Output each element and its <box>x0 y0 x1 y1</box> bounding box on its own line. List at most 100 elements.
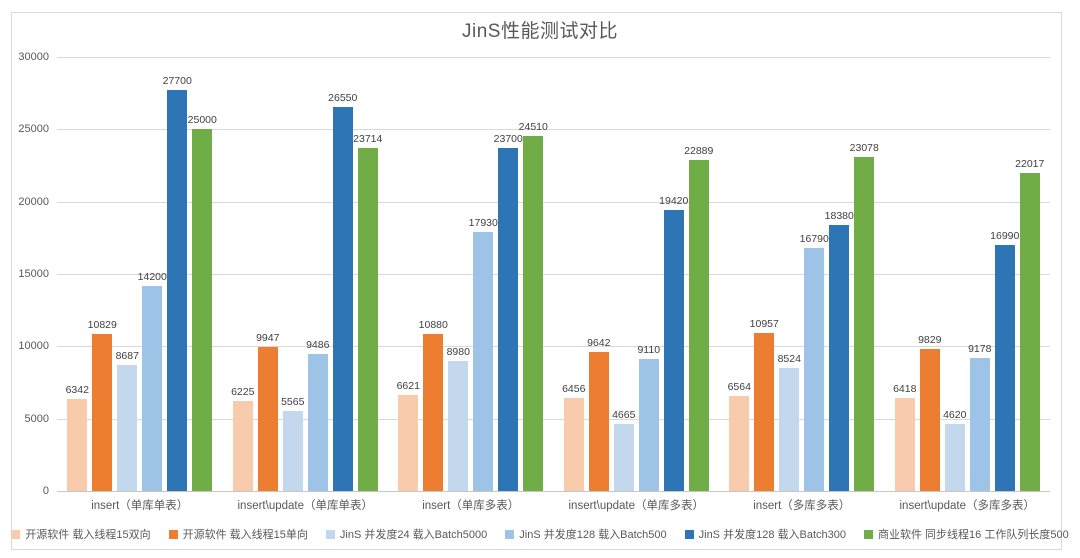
bar: 4665 <box>612 409 635 491</box>
bar: 4620 <box>943 409 966 491</box>
bar: 23714 <box>353 133 382 491</box>
legend-swatch-icon <box>863 529 873 539</box>
y-axis-tick-label: 20000 <box>18 195 49 208</box>
bar-value-label: 9178 <box>968 343 992 356</box>
bar-value-label: 5565 <box>281 395 305 408</box>
bar: 17930 <box>469 217 498 491</box>
bar: 9829 <box>918 334 941 491</box>
y-axis-tick-label: 25000 <box>18 123 49 136</box>
bar: 22017 <box>1015 158 1044 491</box>
bar: 14200 <box>138 271 167 491</box>
bar: 10880 <box>419 319 448 491</box>
bar: 6564 <box>728 381 751 491</box>
x-axis-tick-label: insert\update（单库单表） <box>237 500 374 512</box>
y-axis-tick-label: 10000 <box>18 340 49 353</box>
bar-value-label: 6456 <box>562 382 586 395</box>
plot-area <box>57 57 1050 492</box>
legend-item: 开源软件 载入线程15双向 <box>11 526 151 542</box>
bar-value-label: 4665 <box>612 408 636 421</box>
bar-value-label: 23078 <box>849 142 879 155</box>
bar-value-label: 16990 <box>990 230 1020 243</box>
gridline <box>57 491 1050 492</box>
bar-value-label: 9110 <box>637 344 661 357</box>
legend-label: 开源软件 载入线程15单向 <box>182 529 308 541</box>
bar: 9947 <box>256 332 279 491</box>
bar-value-label: 14200 <box>137 270 167 283</box>
bar-value-label: 24510 <box>518 121 548 134</box>
bar-group: 6225 9947 5565 9486 26550 23714 <box>223 57 389 491</box>
bar-value-label: 8687 <box>115 350 139 363</box>
bar: 5565 <box>281 396 304 491</box>
bar: 6225 <box>231 386 254 491</box>
bar-value-label: 10957 <box>749 317 779 330</box>
gridline <box>57 201 1050 203</box>
x-axis-tick-label: insert（多库多表） <box>753 500 851 512</box>
legend-label: JinS 并发度24 载入Batch5000 <box>339 529 488 541</box>
legend-swatch-icon <box>505 529 515 539</box>
bar: 22889 <box>684 145 713 491</box>
bar-value-label: 19420 <box>659 195 689 208</box>
legend-item: JinS 并发度24 载入Batch5000 <box>325 526 488 542</box>
bar-value-label: 17930 <box>468 216 498 229</box>
bar-value-label: 6621 <box>396 380 420 393</box>
legend: 开源软件 载入线程15双向 开源软件 载入线程15单向 JinS 并发度24 载入B… <box>0 526 1080 542</box>
chart-title: JinS性能测试对比 <box>462 21 618 42</box>
bar: 6342 <box>66 384 89 491</box>
bar-value-label: 16790 <box>799 233 829 246</box>
legend-swatch-icon <box>11 529 21 539</box>
bar: 9110 <box>637 344 660 491</box>
legend-label: JinS 并发度128 载入Batch300 <box>698 529 846 541</box>
bar-value-label: 10829 <box>87 319 117 332</box>
bar: 26550 <box>328 92 357 491</box>
bar-value-label: 10880 <box>418 318 448 331</box>
bar: 9178 <box>968 343 991 491</box>
bar-value-label: 26550 <box>328 91 358 104</box>
gridline <box>57 418 1050 420</box>
bar: 25000 <box>188 114 217 491</box>
gridline <box>57 346 1050 348</box>
legend-item: JinS 并发度128 载入Batch500 <box>505 526 667 542</box>
bar: 10957 <box>750 318 779 491</box>
bar-value-label: 8980 <box>446 346 470 359</box>
bar-value-label: 6564 <box>727 381 751 394</box>
bar: 6621 <box>397 380 420 491</box>
bar-value-label: 25000 <box>187 114 217 127</box>
bar-value-label: 22889 <box>684 144 714 157</box>
x-axis-tick-label: insert\update（多库多表） <box>899 500 1036 512</box>
bar-group: 6342 10829 8687 14200 27700 25000 <box>57 57 223 491</box>
bar-value-label: 9947 <box>256 332 280 345</box>
bar-value-label: 4620 <box>943 409 967 422</box>
bar-value-label: 6418 <box>893 383 917 396</box>
bar: 16990 <box>990 230 1019 491</box>
bar: 8687 <box>116 350 139 491</box>
gridline <box>57 57 1050 58</box>
bar: 9642 <box>587 337 610 491</box>
legend-label: 商业软件 同步线程16 工作队列长度500 <box>877 529 1069 541</box>
bar: 16790 <box>800 233 829 491</box>
bar-value-label: 6342 <box>65 384 89 397</box>
bar-value-label: 23700 <box>493 133 523 146</box>
bar-value-label: 9486 <box>306 338 330 351</box>
legend-label: 开源软件 载入线程15双向 <box>25 529 151 541</box>
legend-swatch-icon <box>168 529 178 539</box>
y-axis-tick-label: 5000 <box>24 412 49 425</box>
bar: 6418 <box>893 383 916 491</box>
legend-swatch-icon <box>325 529 335 539</box>
bar: 8524 <box>778 353 801 491</box>
bar: 8980 <box>447 346 470 491</box>
bar-group: 6456 9642 4665 9110 19420 22889 <box>554 57 720 491</box>
y-axis-tick-label: 0 <box>42 485 49 497</box>
bar-group: 6564 10957 8524 16790 18380 23078 <box>719 57 885 491</box>
y-axis-tick-label: 15000 <box>18 268 49 280</box>
bar: 27700 <box>163 75 192 491</box>
bar: 10829 <box>88 319 117 491</box>
gridline <box>57 274 1050 275</box>
bar: 18380 <box>825 210 854 491</box>
bar: 6456 <box>562 383 585 491</box>
y-axis-tick-label: 30000 <box>18 51 49 63</box>
bar-value-label: 27700 <box>162 75 192 88</box>
legend-item: 开源软件 载入线程15单向 <box>168 526 308 542</box>
bar-value-label: 6225 <box>231 385 255 398</box>
bar: 9486 <box>306 339 329 491</box>
